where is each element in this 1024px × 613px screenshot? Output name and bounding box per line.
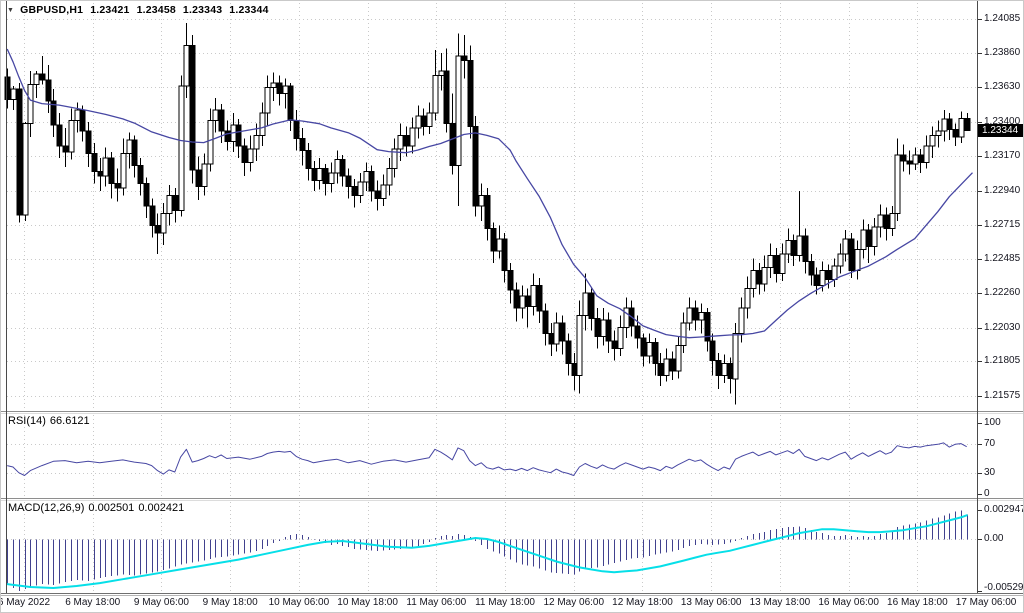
price-axis-label: 1.22485 <box>984 253 1021 265</box>
time-axis-label: 16 May 06:00 <box>818 597 879 608</box>
macd-signal-value: 0.002421 <box>138 502 185 514</box>
axis-border <box>6 1 982 593</box>
open-value: 1.23421 <box>90 4 130 16</box>
price-axis-label: 1.22715 <box>984 218 1021 230</box>
grid-lines <box>7 3 977 592</box>
price-axis-label: 1.22940 <box>984 184 1021 196</box>
rsi-axis-label: 100 <box>984 417 1001 428</box>
symbol-timeframe: GBPUSD,H1 <box>20 4 84 16</box>
macd-indicator-label: MACD(12,26,9) 0.002501 0.002421 <box>8 502 188 514</box>
time-axis-label: 9 May 18:00 <box>202 597 258 608</box>
time-axis-label: 13 May 06:00 <box>680 597 742 608</box>
close-value: 1.23344 <box>229 4 269 16</box>
time-axis-label: 10 May 18:00 <box>337 597 398 608</box>
price-axis[interactable]: 1.24085 1.23860 1.23630 1.23400 1.23170 1.229… <box>978 1 1024 593</box>
candlestick-series <box>4 22 971 405</box>
price-axis-label: 1.22260 <box>984 287 1021 299</box>
price-axis-label: 1.23860 <box>984 46 1021 58</box>
price-axis-label: 1.23170 <box>984 150 1021 162</box>
current-price-tag: 1.23344 <box>978 124 1023 137</box>
rsi-value: 66.6121 <box>49 415 90 427</box>
macd-main-value: 0.002501 <box>88 502 135 514</box>
time-axis-label: 17 May 06:00 <box>955 597 1017 608</box>
current-price-value: 1.23344 <box>982 125 1019 136</box>
rsi-axis-label: 0 <box>984 488 990 499</box>
high-value: 1.23458 <box>136 4 176 16</box>
time-axis-label: 9 May 06:00 <box>133 597 189 608</box>
time-axis[interactable]: 6 May 2022 6 May 18:00 9 May 06:00 9 May 18… <box>0 595 1023 612</box>
time-axis-label: 6 May 2022 <box>0 597 51 608</box>
macd-axis-label: -0.00529 <box>984 582 1024 593</box>
rsi-line <box>7 442 967 476</box>
price-axis-label: 1.23630 <box>984 81 1021 93</box>
macd-signal-line <box>6 514 968 589</box>
time-axis-label: 13 May 18:00 <box>749 597 811 608</box>
rsi-name: RSI(14) <box>8 415 46 427</box>
low-value: 1.23343 <box>182 4 223 16</box>
time-axis-label: 6 May 18:00 <box>65 597 121 608</box>
rsi-indicator-label: RSI(14) 66.6121 <box>8 415 94 427</box>
time-axis-label: 11 May 06:00 <box>406 597 467 608</box>
rsi-axis-label: 70 <box>984 438 996 450</box>
macd-histogram <box>7 510 968 591</box>
macd-axis-label: 0.002947 <box>984 504 1024 516</box>
price-axis-label: 1.21805 <box>984 355 1021 367</box>
rsi-axis-label: 30 <box>984 466 996 478</box>
price-axis-label: 1.21575 <box>984 390 1021 401</box>
moving-average-line <box>6 48 973 339</box>
time-axis-label: 10 May 06:00 <box>268 597 330 608</box>
price-axis-label: 1.24085 <box>984 13 1021 24</box>
time-axis-label: 12 May 18:00 <box>612 597 673 608</box>
time-axis-label: 11 May 18:00 <box>475 597 535 608</box>
symbol-dropdown-icon[interactable]: ▼ <box>7 7 15 14</box>
chart-title: ▼ GBPUSD,H1 1.23421 1.23458 1.23343 1.23344 <box>7 4 269 16</box>
price-axis-label: 1.22030 <box>984 321 1021 333</box>
macd-name: MACD(12,26,9) <box>8 502 85 514</box>
macd-axis-label: 0.00 <box>984 533 1004 544</box>
panel-separators <box>1 411 1023 596</box>
time-axis-label: 16 May 18:00 <box>887 597 948 608</box>
time-axis-label: 12 May 06:00 <box>543 597 605 608</box>
price-axis-label: 1.23400 <box>984 115 1021 127</box>
